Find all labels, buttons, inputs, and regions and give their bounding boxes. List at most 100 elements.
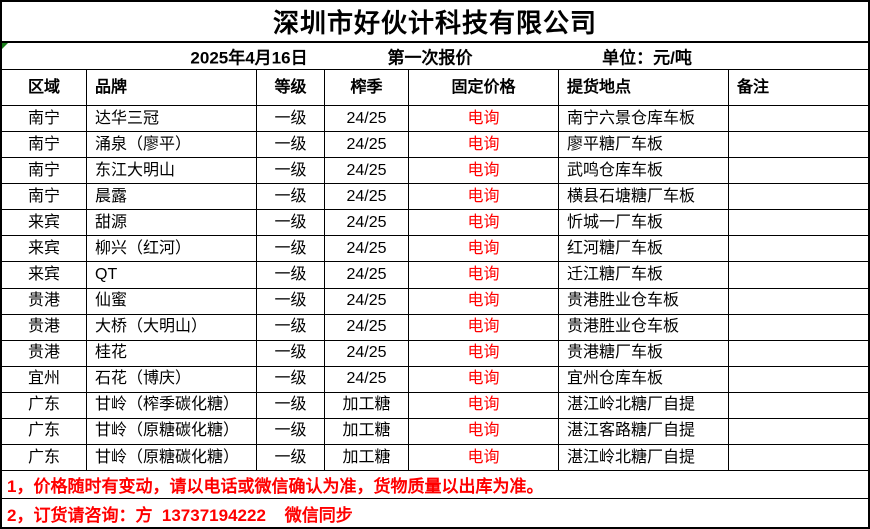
- header-cell-price: 固定价格: [409, 70, 559, 106]
- cell-season: 加工糖: [325, 445, 409, 472]
- cell-season: 24/25: [325, 288, 409, 315]
- cell-grade: 一级: [257, 445, 325, 472]
- table-row: 来宾 柳兴（红河） 一级 24/25 电询 红河糖厂车板: [2, 236, 868, 263]
- cell-pickup: 南宁六景仓库车板: [559, 106, 729, 133]
- cell-price: 电询: [409, 445, 559, 472]
- cell-pickup: 忻城一厂车板: [559, 210, 729, 237]
- cell-pickup: 红河糖厂车板: [559, 236, 729, 263]
- cell-price: 电询: [409, 262, 559, 289]
- cell-note: [729, 367, 868, 393]
- cell-price: 电询: [409, 288, 559, 315]
- cell-pickup: 武鸣仓库车板: [559, 158, 729, 185]
- cell-pickup: 贵港胜业仓车板: [559, 314, 729, 341]
- cell-note: [729, 445, 868, 472]
- cell-grade: 一级: [257, 314, 325, 341]
- cell-region: 广东: [2, 445, 87, 472]
- cell-brand: 甘岭（原糖碳化糖）: [87, 418, 257, 446]
- cell-brand: 达华三冠: [87, 106, 257, 133]
- cell-grade: 一级: [257, 184, 325, 211]
- header-cell-brand: 品牌: [87, 70, 257, 106]
- table-row: 来宾 QT 一级 24/25 电询 迁江糖厂车板: [2, 262, 868, 289]
- table-row: 贵港 大桥（大明山） 一级 24/25 电询 贵港胜业仓车板: [2, 314, 868, 341]
- table-row: 广东 甘岭（榨季碳化糖） 一级 加工糖 电询 湛江岭北糖厂自提: [2, 392, 868, 419]
- header-cell-grade: 等级: [257, 70, 325, 106]
- quote-date: 2025年4月16日: [190, 48, 308, 68]
- footer-note-1: 1，价格随时有变动，请以电话或微信确认为准，货物质量以出库为准。: [7, 477, 544, 496]
- cell-pickup: 贵港胜业仓车板: [559, 288, 729, 315]
- unit-label: 单位：元/吨: [602, 48, 692, 68]
- cell-price: 电询: [409, 106, 559, 133]
- cell-grade: 一级: [257, 418, 325, 446]
- cell-price: 电询: [409, 418, 559, 446]
- cell-grade: 一级: [257, 262, 325, 289]
- cell-price: 电询: [409, 392, 559, 419]
- cell-price: 电询: [409, 132, 559, 159]
- cell-region: 广东: [2, 418, 87, 446]
- cell-region: 广东: [2, 392, 87, 419]
- table-row: 南宁 涌泉（廖平） 一级 24/25 电询 廖平糖厂车板: [2, 132, 868, 159]
- cell-brand: 甘岭（原糖碳化糖）: [87, 445, 257, 472]
- table-row: 贵港 桂花 一级 24/25 电询 贵港糖厂车板: [2, 340, 868, 367]
- table-row: 南宁 晨露 一级 24/25 电询 横县石塘糖厂车板: [2, 184, 868, 211]
- cell-note: [729, 289, 868, 315]
- table-row: 来宾 甜源 一级 24/25 电询 忻城一厂车板: [2, 210, 868, 237]
- cell-price: 电询: [409, 184, 559, 211]
- cell-price: 电询: [409, 158, 559, 185]
- cell-grade: 一级: [257, 158, 325, 185]
- cell-region: 贵港: [2, 314, 87, 341]
- cell-pickup: 湛江岭北糖厂自提: [559, 445, 729, 472]
- cell-region: 南宁: [2, 184, 87, 211]
- cell-brand: 晨露: [87, 184, 257, 211]
- cell-region: 来宾: [2, 262, 87, 289]
- cell-region: 来宾: [2, 236, 87, 263]
- cell-price: 电询: [409, 236, 559, 263]
- footer-note-row-2: 2，订货请咨询：方 13737194222 微信同步: [2, 499, 868, 527]
- cell-season: 24/25: [325, 132, 409, 159]
- footer-note-row-1: 1，价格随时有变动，请以电话或微信确认为准，货物质量以出库为准。: [2, 471, 868, 499]
- cell-price: 电询: [409, 366, 559, 393]
- cell-price: 电询: [409, 314, 559, 341]
- cell-note: [729, 106, 868, 133]
- cell-region: 来宾: [2, 210, 87, 237]
- cell-note: [729, 393, 868, 419]
- cell-error-indicator-icon: [2, 43, 8, 49]
- cell-region: 南宁: [2, 132, 87, 159]
- footer-note-2: 2，订货请咨询：方 13737194222 微信同步: [7, 505, 353, 525]
- cell-pickup: 湛江客路糖厂自提: [559, 418, 729, 446]
- header-cell-region: 区域: [2, 70, 87, 106]
- cell-region: 南宁: [2, 158, 87, 185]
- quote-round: 第一次报价: [387, 48, 473, 68]
- cell-grade: 一级: [257, 132, 325, 159]
- cell-note: [729, 184, 868, 211]
- cell-note: [729, 158, 868, 185]
- cell-season: 24/25: [325, 158, 409, 185]
- cell-grade: 一级: [257, 392, 325, 419]
- cell-grade: 一级: [257, 288, 325, 315]
- cell-brand: 东江大明山: [87, 158, 257, 185]
- cell-note: [729, 341, 868, 367]
- cell-note: [729, 315, 868, 341]
- header-cell-pickup: 提货地点: [559, 70, 729, 106]
- cell-pickup: 湛江岭北糖厂自提: [559, 392, 729, 419]
- cell-brand: 涌泉（廖平）: [87, 132, 257, 159]
- cell-season: 加工糖: [325, 418, 409, 446]
- header-cell-note: 备注: [729, 70, 868, 106]
- company-title: 深圳市好伙计科技有限公司: [272, 9, 597, 39]
- cell-pickup: 迁江糖厂车板: [559, 262, 729, 289]
- cell-season: 24/25: [325, 340, 409, 367]
- cell-season: 24/25: [325, 210, 409, 237]
- cell-pickup: 廖平糖厂车板: [559, 132, 729, 159]
- table-header-row: 区域 品牌 等级 榨季 固定价格 提货地点 备注: [2, 70, 868, 106]
- cell-season: 24/25: [325, 366, 409, 393]
- cell-grade: 一级: [257, 340, 325, 367]
- table-row: 南宁 东江大明山 一级 24/25 电询 武鸣仓库车板: [2, 158, 868, 185]
- cell-season: 24/25: [325, 314, 409, 341]
- table-row: 贵港 仙蜜 一级 24/25 电询 贵港胜业仓车板: [2, 288, 868, 315]
- cell-season: 24/25: [325, 184, 409, 211]
- cell-grade: 一级: [257, 236, 325, 263]
- cell-pickup: 宜州仓库车板: [559, 366, 729, 393]
- cell-season: 加工糖: [325, 392, 409, 419]
- cell-price: 电询: [409, 340, 559, 367]
- company-title-row: 深圳市好伙计科技有限公司: [2, 2, 868, 43]
- cell-note: [729, 210, 868, 237]
